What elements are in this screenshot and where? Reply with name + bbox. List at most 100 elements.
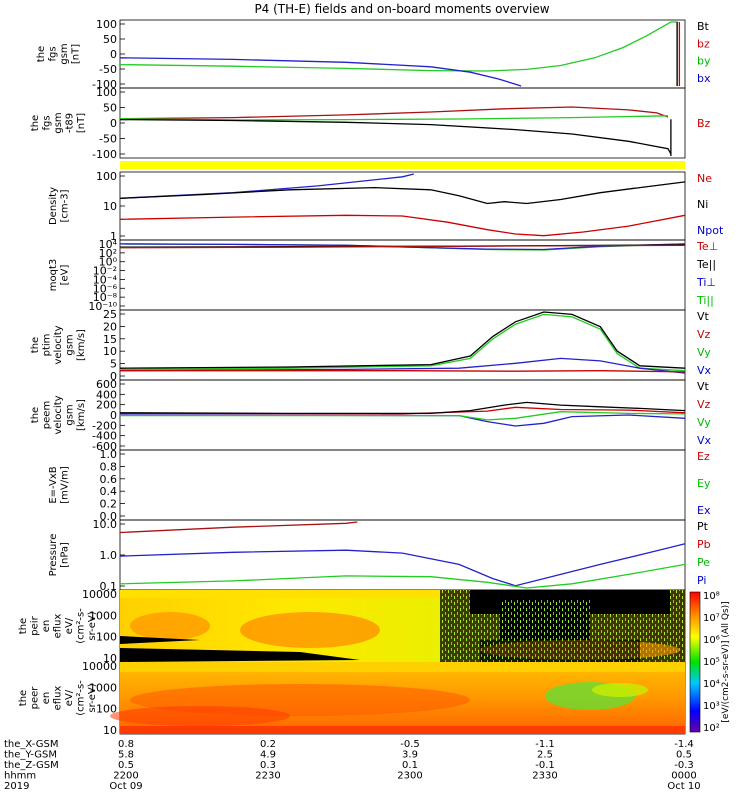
y-axis-label: the (30, 337, 41, 353)
y-tick-label: 10 (103, 200, 117, 213)
colorbar-tick: 10³ (703, 701, 720, 712)
y-axis-label: the (30, 115, 41, 131)
y-axis-label: Pressure (48, 534, 59, 577)
x-tick-value: Oct 10 (667, 781, 700, 792)
figure-title: P4 (TH-E) fields and on-board moments ov… (254, 2, 549, 16)
x-row-label: hhmm (4, 771, 36, 782)
x-tick-value: 2330 (532, 771, 557, 782)
y-tick-label: 10⁴ (99, 238, 118, 251)
panel-frame (119, 239, 686, 311)
y-tick-label: 1000 (89, 681, 117, 694)
y-axis-label: -t89 (65, 113, 76, 133)
y-axis-label: velocity (53, 395, 64, 434)
y-tick-label: 10⁻⁴ (93, 273, 118, 286)
x-tick-value: 0.8 (118, 739, 134, 750)
series-line-by (119, 21, 678, 86)
legend-entry: Bt (697, 20, 710, 33)
y-tick-label: 1000 (89, 609, 117, 622)
x-tick-value: 0.1 (402, 760, 418, 771)
y-tick-label: 50 (103, 102, 117, 115)
y-axis-label: [cm-3] (60, 189, 71, 222)
y-axis-label: [km/s] (76, 329, 87, 361)
y-axis-label: peir (30, 615, 41, 635)
y-tick-label: 10² (99, 247, 117, 260)
y-axis-label: gsm (59, 43, 70, 64)
x-tick-value: 2300 (397, 771, 422, 782)
series-line-Vx (119, 414, 686, 427)
series-line-Ne (119, 214, 686, 237)
legend-entry: Vz (697, 328, 711, 341)
y-axis-label: eV/ (64, 689, 75, 706)
x-tick-value: 3.9 (402, 750, 418, 761)
y-axis-label: gsm (53, 112, 64, 133)
panel-frame (119, 87, 686, 159)
y-axis-label: eflux (53, 614, 64, 639)
series-line-Npot (119, 173, 414, 199)
legend-entry: Vt (697, 380, 710, 393)
series-line-bx (119, 57, 522, 87)
y-axis-label: velocity (53, 325, 64, 364)
y-axis-label: peem (42, 401, 53, 429)
series-line-Vz (120, 370, 686, 373)
legend-entry: Vy (697, 416, 711, 429)
panel-frame (119, 309, 686, 381)
y-tick-label: -50 (99, 133, 117, 146)
legend-entry: Vx (697, 434, 712, 447)
legend-entry: Ti|| (696, 294, 714, 307)
x-tick-value: 0.5 (118, 760, 134, 771)
y-axis-label: (cm²-s- (76, 680, 87, 716)
series-line-Pi (119, 543, 686, 587)
y-tick-label: 10 (103, 724, 117, 737)
y-tick-label: 100 (96, 170, 117, 183)
y-axis-label: [km/s] (76, 399, 87, 431)
panel-2 (120, 161, 685, 169)
y-tick-label: 0.1 (100, 580, 118, 593)
y-tick-label: 0.6 (100, 473, 118, 486)
legend-entry: Bz (697, 117, 711, 130)
y-axis-label: [nT] (71, 44, 82, 64)
y-axis-label: [eV] (60, 265, 71, 286)
y-tick-label: 100 (96, 631, 117, 644)
y-axis-label: the (36, 46, 47, 62)
x-tick-value: 0.3 (260, 760, 276, 771)
y-tick-label: 100 (96, 18, 117, 31)
y-tick-label: 10000 (82, 588, 117, 601)
x-tick-value: 0.2 (260, 739, 276, 750)
colorbar-tick: 10⁶ (703, 635, 720, 646)
y-axis-label: eflux (53, 686, 64, 711)
colorbar: 10⁸ 10⁷ 10⁶ 10⁵ 10⁴ 10³ 10² [eV/(cm2-s-sr-eV)]… (689, 591, 731, 734)
colorbar-tick: 10⁴ (703, 679, 720, 690)
panel-frame (119, 449, 686, 521)
panel-frame (119, 19, 686, 89)
series-line-Vy (120, 411, 686, 421)
y-tick-label: 0.8 (100, 460, 118, 473)
y-tick-label: 0 (110, 117, 117, 130)
legend-entry: Pt (697, 520, 709, 533)
y-tick-label: 1.0 (100, 549, 118, 562)
legend-entry: bz (697, 37, 710, 50)
y-tick-label: -600 (92, 440, 117, 453)
y-axis-label: fgs (42, 115, 53, 130)
y-tick-label: 10000 (82, 660, 117, 673)
x-row-label: the_Y-GSM (4, 750, 57, 761)
series-line-Ni (119, 181, 686, 205)
panel-8: 10.0 1.0 0.1 Pressure [nPa] Pt Pb Pe Pi (48, 518, 711, 593)
y-tick-label: 0 (110, 409, 117, 422)
legend-entry: Pi (697, 574, 706, 587)
colorbar-tick: 10⁷ (703, 613, 720, 624)
y-axis-label: [nPa] (60, 542, 71, 568)
panel-0: 100 50 0 -50 -100 the fgs gsm [nT] Bt bz by bx (36, 18, 711, 91)
y-axis-label: en (41, 692, 52, 705)
y-axis-label: eV/ (64, 617, 75, 634)
y-tick-label: -100 (92, 78, 117, 91)
series-line-Vy (119, 313, 686, 372)
series-line-bx (119, 118, 672, 155)
legend-entry: Npot (697, 224, 724, 237)
x-tick-value: -1.4 (674, 739, 694, 750)
series-line-Pb (119, 521, 358, 534)
legend-entry: Vt (697, 310, 710, 323)
